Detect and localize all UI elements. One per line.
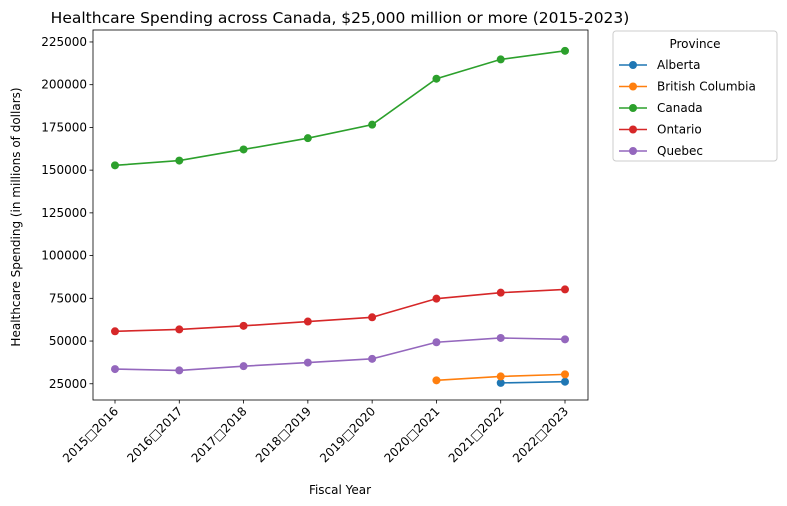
legend-title: Province: [669, 37, 720, 51]
data-point: [432, 338, 441, 347]
x-tick-label: 2017□2018: [189, 404, 250, 465]
data-point: [239, 145, 248, 154]
plot-area: [111, 46, 569, 387]
x-tick-label: 2019□2020: [317, 404, 378, 465]
data-point: [239, 362, 248, 371]
x-axis: 2015□2016 2016□2017 2017□2018 2018□2019 2019…: [60, 400, 571, 465]
legend-label: Quebec: [657, 144, 703, 158]
series-line-canada: [114, 50, 566, 167]
legend-marker: [629, 147, 637, 155]
data-point: [303, 317, 312, 326]
legend-marker: [629, 82, 637, 91]
data-point: [496, 55, 505, 64]
data-point: [561, 46, 569, 55]
y-tick-label: 175000: [41, 120, 87, 134]
series-line-ontario: [114, 288, 566, 333]
legend-label: Ontario: [657, 123, 702, 137]
data-point: [561, 285, 569, 294]
data-point: [496, 372, 505, 381]
data-point: [496, 333, 505, 342]
y-tick-label: 50000: [49, 334, 87, 348]
legend: Province Alberta British Columbia Canada Ont…: [612, 30, 778, 162]
data-point: [561, 335, 569, 344]
legend-label: Canada: [657, 101, 703, 115]
series-line-alberta: [500, 380, 566, 384]
x-axis-label: Fiscal Year: [309, 483, 371, 497]
plot-frame: [92, 29, 589, 401]
data-point: [111, 161, 119, 170]
y-axis-label: Healthcare Spending (in millions of doll…: [9, 87, 23, 346]
x-tick-label: 2016□2017: [124, 404, 185, 465]
data-point: [496, 378, 505, 387]
data-point: [368, 120, 377, 129]
data-point: [175, 156, 184, 165]
data-point: [432, 294, 441, 303]
legend-marker: [629, 125, 637, 134]
data-point: [432, 74, 441, 83]
x-tick-label: 2021□2022: [446, 404, 507, 465]
data-point: [303, 134, 312, 143]
y-tick-label: 100000: [41, 249, 87, 263]
data-point: [368, 313, 377, 322]
data-point: [239, 321, 248, 330]
x-tick-label: 2022□2023: [510, 404, 571, 465]
data-point: [561, 377, 569, 386]
y-axis: 25000 50000 75000 100000 125000 150000 175000 2…: [41, 35, 93, 391]
data-point: [303, 358, 312, 367]
legend-marker: [629, 61, 637, 69]
data-point: [496, 288, 505, 297]
data-point: [368, 354, 377, 363]
y-tick-label: 25000: [49, 377, 87, 391]
legend-frame: [612, 30, 778, 162]
x-tick-label: 2015□2016: [60, 404, 121, 465]
y-tick-label: 150000: [41, 163, 87, 177]
y-tick-label: 125000: [41, 206, 87, 220]
data-point: [111, 327, 119, 336]
legend-label: Alberta: [657, 58, 701, 72]
series-line-quebec: [114, 337, 566, 372]
y-tick-label: 200000: [41, 78, 87, 92]
y-tick-label: 225000: [41, 35, 87, 49]
data-point: [175, 325, 184, 334]
data-point: [432, 376, 441, 385]
x-tick-label: 2018□2019: [253, 404, 314, 465]
chart-title: Healthcare Spending across Canada, $25,0…: [51, 9, 630, 27]
data-point: [561, 370, 569, 379]
y-tick-label: 75000: [49, 291, 87, 305]
data-point: [175, 366, 184, 375]
legend-marker: [629, 104, 637, 112]
x-tick-label: 2020□2021: [381, 404, 442, 465]
data-point: [111, 365, 119, 374]
legend-label: British Columbia: [657, 80, 756, 94]
